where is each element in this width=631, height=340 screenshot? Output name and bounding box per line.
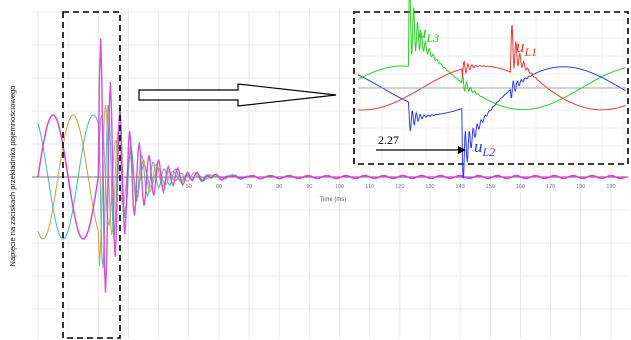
y-axis-label: Napięcie na zaciskach przekładnika pojem…: [8, 86, 17, 267]
x-axis-label: Time (ms): [320, 197, 347, 203]
zoom-arrow: [138, 83, 337, 107]
x-tick-label: 160: [516, 184, 525, 190]
x-tick-label: 150: [486, 184, 495, 190]
inset-traces: [357, 0, 626, 179]
x-tick-label: 60: [216, 184, 222, 190]
main-traces: [37, 38, 628, 293]
x-tick-label: 80: [276, 184, 282, 190]
label-uL3: uL3: [418, 23, 439, 45]
label-uL2: uL2: [474, 137, 495, 159]
x-tick-label: 100: [335, 184, 344, 190]
x-tick-labels: 50 60 70 80 90 100 110 120 130 140 150 160 170 180 190: [186, 184, 616, 190]
x-tick-label: 190: [606, 184, 615, 190]
annotation-arrow-head: [458, 146, 466, 154]
x-tick-label: 140: [456, 184, 465, 190]
x-tick-label: 110: [365, 184, 374, 190]
inset-trace: [358, 25, 626, 111]
x-tick-label: 90: [306, 184, 312, 190]
highlight-box: [62, 11, 121, 339]
x-tick-label: 130: [425, 184, 434, 190]
x-tick-label: 70: [246, 184, 252, 190]
label-uL1: uL1: [516, 37, 537, 59]
x-tick-label: 120: [395, 184, 404, 190]
inset-panel: uL3 uL1 uL2 2.27: [353, 0, 629, 179]
x-tick-label: 50: [186, 184, 192, 190]
x-tick-label: 170: [546, 184, 555, 190]
annotation-2-27: 2.27: [378, 133, 399, 147]
x-tick-label: 180: [576, 184, 585, 190]
